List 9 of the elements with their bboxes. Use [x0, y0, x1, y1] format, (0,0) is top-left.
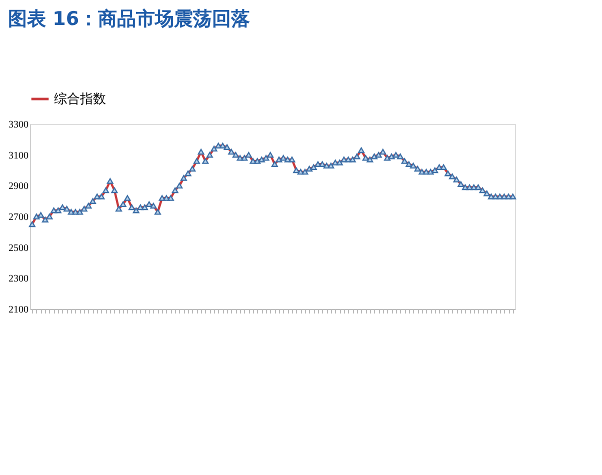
y-tick-label: 3100	[8, 150, 28, 162]
y-tick-label: 2100	[8, 304, 28, 316]
y-tick-label: 3300	[8, 120, 28, 130]
legend-label: 综合指数	[54, 92, 106, 107]
y-tick-label: 2700	[8, 212, 28, 223]
y-tick-label: 2900	[8, 181, 28, 192]
chart-title: 图表 16：商品市场震荡回落	[8, 8, 250, 30]
y-tick-label: 2500	[8, 242, 28, 254]
y-tick-label: 2300	[8, 274, 28, 285]
